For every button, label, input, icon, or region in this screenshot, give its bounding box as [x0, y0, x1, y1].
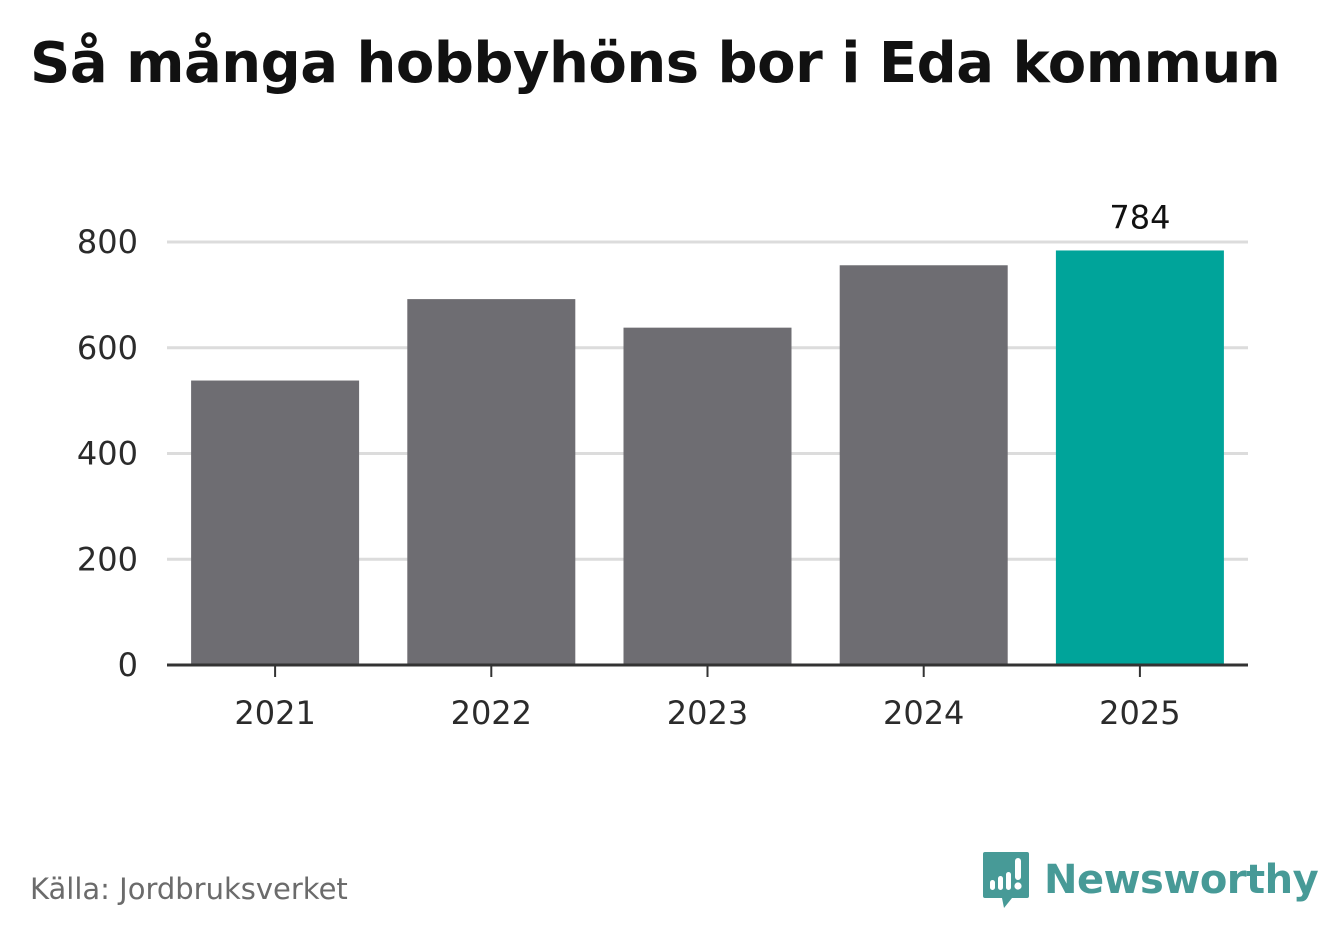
bar-2025 — [1055, 250, 1224, 665]
data-label-2025: 784 — [1109, 198, 1170, 236]
x-tick-label: 2023 — [667, 694, 748, 732]
bar-2022 — [407, 299, 576, 665]
bar-2024 — [839, 265, 1008, 665]
y-tick-label: 400 — [77, 435, 138, 473]
newsworthy-logo-icon — [983, 852, 1029, 908]
bar-2021 — [191, 380, 360, 665]
bars — [191, 250, 1224, 665]
axes — [167, 663, 1248, 677]
chart-title: Så många hobbyhöns bor i Eda kommun — [30, 31, 1281, 96]
y-tick-label: 800 — [77, 223, 138, 261]
brand-logo[interactable]: Newsworthy — [982, 850, 1319, 910]
x-tick-label: 2024 — [883, 694, 964, 732]
y-tick-label: 0 — [118, 646, 138, 684]
bar-2023 — [623, 327, 792, 665]
y-tick-label: 200 — [77, 540, 138, 578]
y-tick-label: 600 — [77, 329, 138, 367]
brand-name: Newsworthy — [1044, 857, 1319, 903]
x-tick-label: 2022 — [451, 694, 532, 732]
source-note: Källa: Jordbruksverket — [30, 872, 348, 906]
x-tick-label: 2025 — [1099, 694, 1180, 732]
x-tick-label: 2021 — [234, 694, 315, 732]
bar-chart: 0 200 400 600 800 2021 2022 2023 2024 2025 784 — [77, 198, 1248, 732]
labels: 0 200 400 600 800 2021 2022 2023 2024 2025 784 — [77, 198, 1181, 732]
